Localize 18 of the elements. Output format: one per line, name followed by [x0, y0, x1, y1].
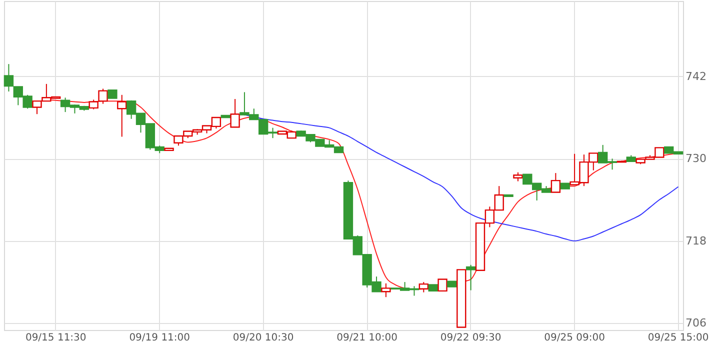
- y-tick-label: 742: [686, 70, 706, 83]
- y-tick-label: 706: [686, 316, 706, 330]
- candlestick: [438, 278, 448, 292]
- x-tick-label: 09/19 11:00: [129, 332, 190, 344]
- x-tick-label: 09/25 09:00: [544, 332, 605, 344]
- candlestick: [381, 282, 391, 298]
- candlestick: [117, 94, 127, 138]
- x-tick-label: 09/25 15:00: [648, 332, 709, 344]
- y-tick-label: 718: [686, 234, 706, 248]
- x-tick-label: 09/21 10:00: [336, 332, 398, 344]
- candlestick: [466, 264, 476, 291]
- x-tick-label: 09/15 11:30: [25, 332, 86, 344]
- y-tick-label: 730: [686, 152, 706, 166]
- candlestick: [230, 98, 240, 128]
- x-tick-label: 09/20 10:30: [232, 332, 294, 344]
- candlestick: [550, 172, 561, 193]
- x-tick-label: 09/22 09:30: [440, 332, 502, 344]
- candlestick: [418, 282, 429, 293]
